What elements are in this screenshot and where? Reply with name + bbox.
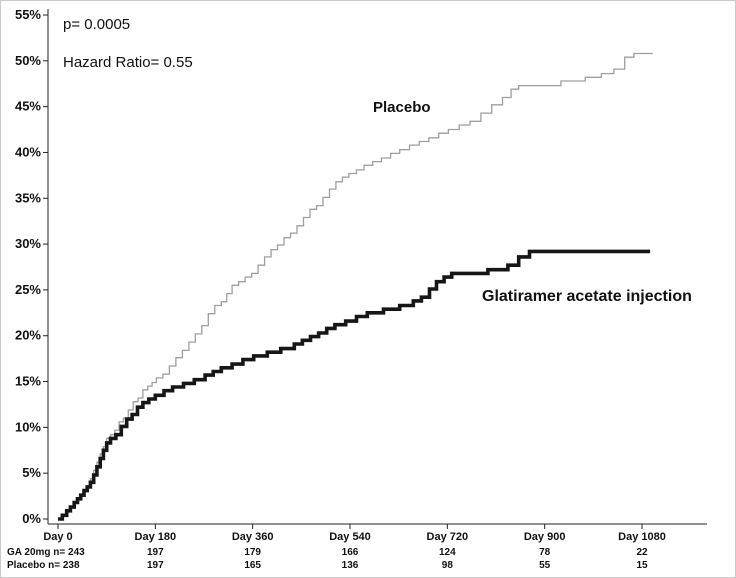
at-risk-value: 165 [244, 560, 261, 571]
at-risk-row-label: Placebo n= 238 [7, 560, 80, 571]
y-tick-label: 25% [15, 282, 41, 297]
at-risk-value: 197 [147, 547, 164, 558]
at-risk-value: 55 [539, 560, 551, 571]
y-tick-label: 0% [22, 511, 41, 526]
placebo-curve [58, 52, 653, 520]
y-tick-label: 35% [15, 190, 41, 205]
x-tick-label: Day 1080 [618, 531, 666, 543]
y-tick-label: 40% [15, 144, 41, 159]
at-risk-value: 136 [342, 560, 359, 571]
at-risk-value: 78 [539, 547, 551, 558]
x-tick-label: Day 900 [524, 531, 566, 543]
x-tick-label: Day 540 [329, 531, 371, 543]
at-risk-value: 22 [636, 547, 648, 558]
at-risk-value: 179 [244, 547, 261, 558]
y-tick-label: 50% [15, 53, 41, 68]
x-tick-label: Day 180 [135, 531, 177, 543]
y-tick-label: 30% [15, 236, 41, 251]
y-tick-label: 5% [22, 465, 41, 480]
y-tick-label: 45% [15, 99, 41, 114]
y-tick-label: 10% [15, 419, 41, 434]
x-tick-label: Day 360 [232, 531, 274, 543]
at-risk-value: 197 [147, 560, 164, 571]
hazard-ratio-annotation: Hazard Ratio= 0.55 [63, 54, 193, 71]
glatiramer-series-label: Glatiramer acetate injection [482, 288, 692, 305]
placebo-series-label: Placebo [373, 99, 431, 116]
y-tick-label: 15% [15, 374, 41, 389]
at-risk-value: 15 [636, 560, 648, 571]
glatiramer-curve [58, 249, 651, 521]
x-tick-label: Day 0 [43, 531, 72, 543]
at-risk-value: 98 [442, 560, 454, 571]
y-tick-label: 55% [15, 7, 41, 22]
at-risk-value: 124 [439, 547, 456, 558]
at-risk-value: 166 [342, 547, 359, 558]
y-tick-label: 20% [15, 328, 41, 343]
at-risk-row-label: GA 20mg n= 243 [7, 547, 85, 558]
x-tick-label: Day 720 [427, 531, 469, 543]
p-value-annotation: p= 0.0005 [63, 16, 131, 33]
